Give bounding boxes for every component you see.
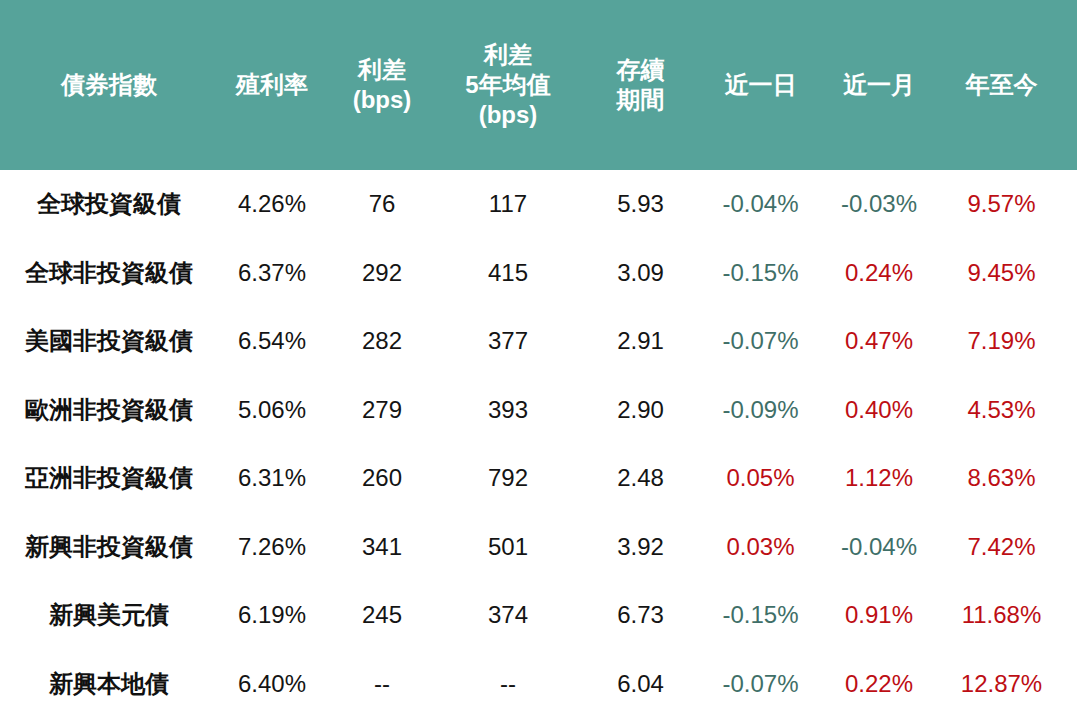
table-header: 債券指數 殖利率 利差 (bps) 利差 5年均值 (bps) 存續 期間 近一… — [0, 0, 1077, 170]
cell-day1: 0.05% — [703, 444, 818, 513]
cell-index-name: 新興非投資級債 — [0, 513, 218, 582]
cell-spread: 76 — [326, 170, 438, 239]
cell-index-name: 美國非投資級債 — [0, 307, 218, 376]
cell-duration: 2.48 — [578, 444, 703, 513]
cell-month1: 0.91% — [818, 581, 940, 650]
cell-ytd: 9.45% — [940, 239, 1077, 308]
cell-index-name: 全球投資級債 — [0, 170, 218, 239]
cell-duration: 5.93 — [578, 170, 703, 239]
header-yield: 殖利率 — [218, 0, 326, 170]
cell-spread: 292 — [326, 239, 438, 308]
table-row: 亞洲非投資級債6.31%2607922.480.05%1.12%8.63% — [0, 444, 1077, 513]
cell-yield: 7.26% — [218, 513, 326, 582]
cell-duration: 6.73 — [578, 581, 703, 650]
cell-yield: 6.37% — [218, 239, 326, 308]
cell-day1: 0.03% — [703, 513, 818, 582]
cell-ytd: 9.57% — [940, 170, 1077, 239]
bond-index-table: 債券指數 殖利率 利差 (bps) 利差 5年均值 (bps) 存續 期間 近一… — [0, 0, 1077, 718]
cell-yield: 6.19% — [218, 581, 326, 650]
cell-spread_5y: 374 — [438, 581, 578, 650]
cell-day1: -0.04% — [703, 170, 818, 239]
cell-index-name: 亞洲非投資級債 — [0, 444, 218, 513]
cell-duration: 2.91 — [578, 307, 703, 376]
header-row: 債券指數 殖利率 利差 (bps) 利差 5年均值 (bps) 存續 期間 近一… — [0, 0, 1077, 170]
cell-ytd: 7.42% — [940, 513, 1077, 582]
cell-duration: 3.09 — [578, 239, 703, 308]
cell-yield: 6.31% — [218, 444, 326, 513]
cell-day1: -0.07% — [703, 307, 818, 376]
cell-month1: 0.24% — [818, 239, 940, 308]
cell-spread_5y: 393 — [438, 376, 578, 445]
cell-yield: 6.54% — [218, 307, 326, 376]
table-body: 全球投資級債4.26%761175.93-0.04%-0.03%9.57%全球非… — [0, 170, 1077, 718]
cell-spread_5y: 501 — [438, 513, 578, 582]
cell-day1: -0.15% — [703, 581, 818, 650]
cell-spread_5y: -- — [438, 650, 578, 718]
header-spread-5y-avg: 利差 5年均值 (bps) — [438, 0, 578, 170]
table-row: 全球非投資級債6.37%2924153.09-0.15%0.24%9.45% — [0, 239, 1077, 308]
cell-duration: 2.90 — [578, 376, 703, 445]
cell-spread_5y: 377 — [438, 307, 578, 376]
cell-day1: -0.09% — [703, 376, 818, 445]
cell-ytd: 11.68% — [940, 581, 1077, 650]
header-1-month: 近一月 — [818, 0, 940, 170]
cell-spread: 245 — [326, 581, 438, 650]
table-row: 美國非投資級債6.54%2823772.91-0.07%0.47%7.19% — [0, 307, 1077, 376]
table-row: 全球投資級債4.26%761175.93-0.04%-0.03%9.57% — [0, 170, 1077, 239]
cell-month1: -0.04% — [818, 513, 940, 582]
cell-day1: -0.07% — [703, 650, 818, 718]
cell-ytd: 8.63% — [940, 444, 1077, 513]
header-bond-index: 債券指數 — [0, 0, 218, 170]
cell-spread: 282 — [326, 307, 438, 376]
cell-spread: 260 — [326, 444, 438, 513]
cell-ytd: 12.87% — [940, 650, 1077, 718]
table-row: 歐洲非投資級債5.06%2793932.90-0.09%0.40%4.53% — [0, 376, 1077, 445]
table-row: 新興本地債6.40%----6.04-0.07%0.22%12.87% — [0, 650, 1077, 718]
cell-ytd: 7.19% — [940, 307, 1077, 376]
cell-spread_5y: 415 — [438, 239, 578, 308]
cell-spread_5y: 117 — [438, 170, 578, 239]
cell-yield: 4.26% — [218, 170, 326, 239]
cell-month1: -0.03% — [818, 170, 940, 239]
cell-day1: -0.15% — [703, 239, 818, 308]
header-ytd: 年至今 — [940, 0, 1077, 170]
cell-yield: 5.06% — [218, 376, 326, 445]
cell-index-name: 歐洲非投資級債 — [0, 376, 218, 445]
header-duration: 存續 期間 — [578, 0, 703, 170]
table-row: 新興非投資級債7.26%3415013.920.03%-0.04%7.42% — [0, 513, 1077, 582]
cell-duration: 6.04 — [578, 650, 703, 718]
cell-month1: 0.47% — [818, 307, 940, 376]
cell-spread: 341 — [326, 513, 438, 582]
cell-month1: 1.12% — [818, 444, 940, 513]
cell-index-name: 全球非投資級債 — [0, 239, 218, 308]
cell-index-name: 新興美元債 — [0, 581, 218, 650]
cell-ytd: 4.53% — [940, 376, 1077, 445]
cell-duration: 3.92 — [578, 513, 703, 582]
cell-month1: 0.22% — [818, 650, 940, 718]
cell-spread: 279 — [326, 376, 438, 445]
header-1-day: 近一日 — [703, 0, 818, 170]
cell-yield: 6.40% — [218, 650, 326, 718]
cell-spread: -- — [326, 650, 438, 718]
cell-spread_5y: 792 — [438, 444, 578, 513]
table-row: 新興美元債6.19%2453746.73-0.15%0.91%11.68% — [0, 581, 1077, 650]
header-spread-bps: 利差 (bps) — [326, 0, 438, 170]
cell-index-name: 新興本地債 — [0, 650, 218, 718]
cell-month1: 0.40% — [818, 376, 940, 445]
